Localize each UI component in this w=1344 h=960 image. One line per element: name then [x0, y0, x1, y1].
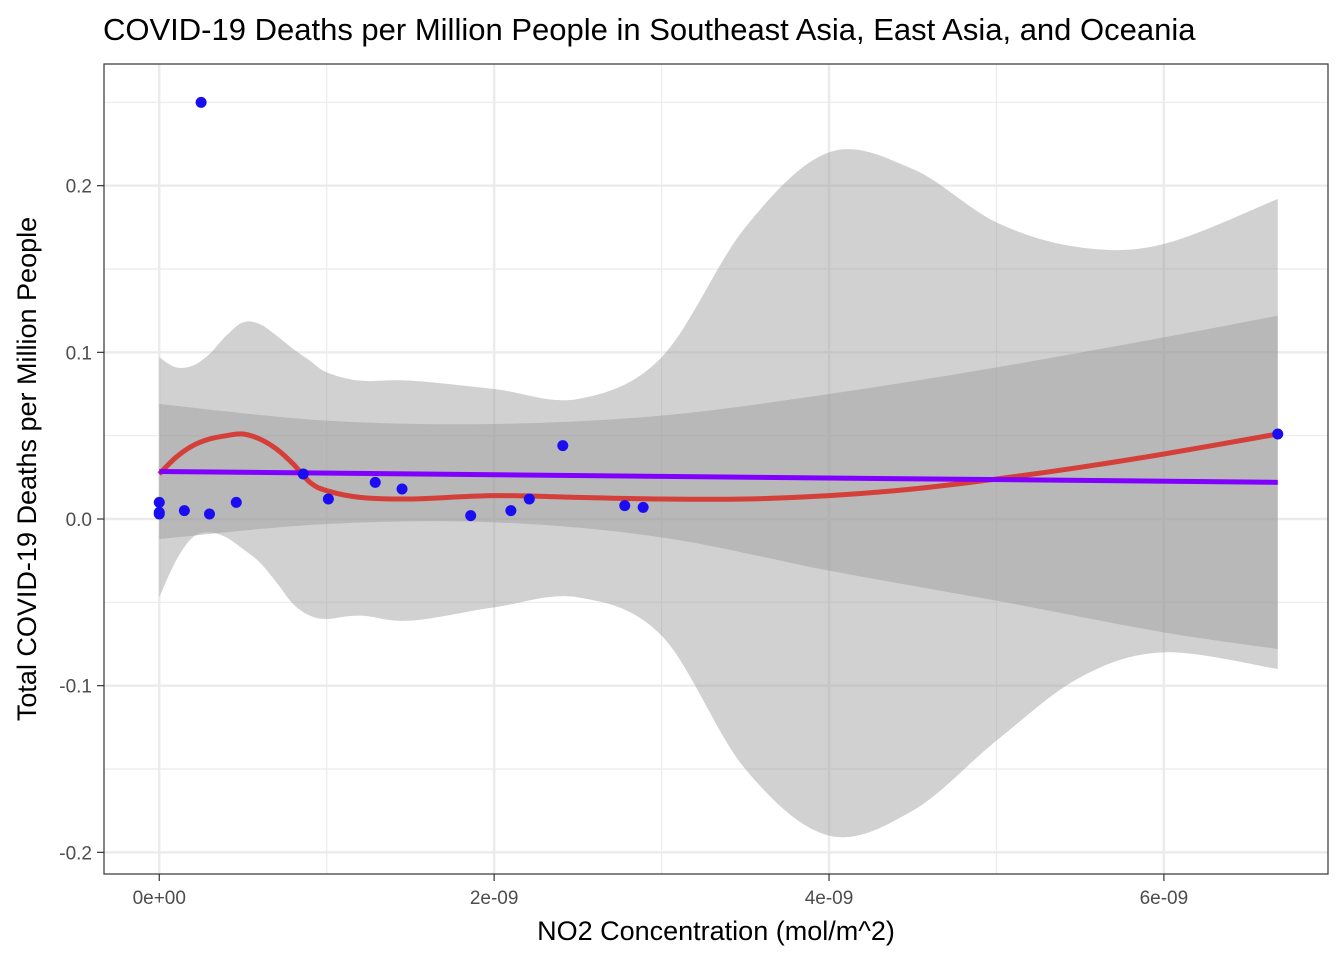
y-tick-label: -0.1 — [59, 677, 92, 698]
data-points — [153, 96, 1284, 522]
x-tick-label: 4e-09 — [805, 888, 854, 909]
x-tick-label: 2e-09 — [470, 888, 519, 909]
data-point — [396, 483, 408, 495]
data-point — [465, 510, 477, 522]
x-axis-label: NO2 Concentration (mol/m^2) — [537, 916, 895, 946]
data-point — [153, 496, 165, 508]
data-point — [322, 493, 334, 505]
linear-fit-line — [159, 469, 1278, 485]
data-point — [523, 493, 535, 505]
confidence-ribbons — [159, 149, 1278, 838]
data-point — [297, 468, 309, 480]
data-point — [195, 96, 207, 108]
y-axis-label: Total COVID-19 Deaths per Million People — [12, 217, 42, 721]
data-point — [153, 508, 165, 520]
data-point — [203, 508, 215, 520]
axis-ticks: 0e+00 2e-09 4e-09 6e-09 -0.2 -0.1 0.0 0.1 0.2 — [59, 177, 1188, 909]
panel-border — [103, 63, 1329, 875]
data-point — [637, 501, 649, 513]
fit-lines — [157, 431, 1279, 502]
linear-confidence-ribbon — [159, 315, 1278, 649]
loess-confidence-ribbon — [159, 149, 1278, 838]
chart-title: COVID-19 Deaths per Million People in So… — [103, 12, 1196, 47]
y-tick-label: 0.2 — [66, 177, 92, 198]
x-tick-label: 6e-09 — [1140, 888, 1189, 909]
data-point — [178, 505, 190, 517]
y-tick-label: 0.1 — [66, 343, 92, 364]
data-point — [230, 496, 242, 508]
data-point — [1272, 428, 1284, 440]
data-point — [557, 440, 569, 452]
y-tick-label: 0.0 — [66, 510, 92, 531]
x-tick-label: 0e+00 — [133, 888, 186, 909]
data-point — [619, 500, 631, 512]
data-point — [369, 476, 381, 488]
grid-lines — [104, 64, 1328, 874]
y-tick-label: -0.2 — [59, 843, 92, 864]
data-point — [505, 505, 517, 517]
